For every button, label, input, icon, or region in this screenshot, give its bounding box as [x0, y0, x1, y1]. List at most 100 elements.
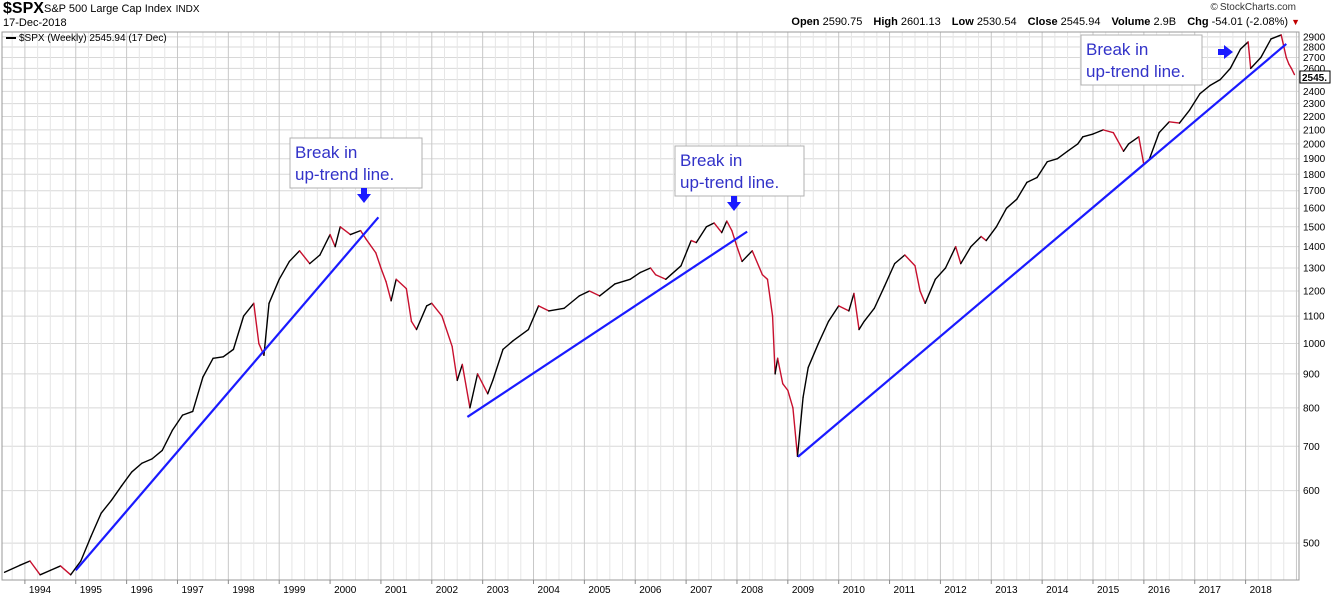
price-segment — [713, 222, 723, 234]
price-segment — [415, 305, 428, 331]
price-segment — [848, 292, 855, 312]
price-segment — [731, 229, 738, 248]
price-segment — [807, 342, 820, 369]
y-tick-label: 2200 — [1303, 112, 1326, 123]
price-segment — [339, 226, 352, 236]
price-segment — [456, 363, 464, 382]
high-value: 2601.13 — [900, 16, 941, 28]
y-tick-label: 2000 — [1303, 139, 1326, 150]
y-tick-label: 1100 — [1303, 312, 1325, 323]
y-tick-label: 1200 — [1303, 287, 1326, 298]
price-segment — [741, 250, 753, 263]
y-tick-label: 1500 — [1303, 222, 1326, 233]
x-tick-label: 2009 — [792, 585, 815, 596]
trend-lines — [74, 43, 1287, 572]
price-segment — [19, 560, 31, 567]
y-tick-label: 800 — [1303, 403, 1320, 414]
x-tick-label: 2003 — [487, 585, 510, 596]
price-segment — [1056, 150, 1069, 160]
price-segment — [212, 356, 224, 360]
price-segment — [726, 220, 733, 232]
price-segment — [1285, 56, 1290, 65]
price-segment — [1288, 63, 1293, 70]
y-tick-label: 1900 — [1303, 154, 1326, 165]
annotation-callout: Break in up-trend line. — [1080, 34, 1233, 86]
price-segment — [349, 229, 362, 236]
price-segment — [364, 237, 377, 254]
price-segment — [695, 226, 708, 244]
annotation-callout: Break in up-trend line. — [674, 145, 805, 211]
price-segment — [614, 278, 631, 285]
price-segment — [980, 235, 987, 242]
y-tick-label: 1300 — [1303, 263, 1326, 274]
price-segment — [548, 307, 565, 312]
price-segment — [329, 233, 336, 248]
price-segment — [944, 245, 957, 269]
price-segment — [563, 295, 580, 310]
price-segment — [1199, 84, 1211, 95]
price-segment — [110, 485, 123, 502]
low-value: 2530.54 — [976, 16, 1017, 28]
price-segment — [705, 222, 715, 228]
x-tick-label: 2006 — [639, 585, 662, 596]
price-segment — [837, 305, 850, 312]
price-segment — [792, 407, 799, 458]
price-segment — [1102, 129, 1115, 134]
price-segment — [774, 357, 779, 375]
close-label: Close — [1027, 16, 1058, 28]
trend-line — [74, 216, 380, 572]
y-tick-label: 2900 — [1303, 32, 1326, 43]
x-tick-label: 2015 — [1097, 585, 1120, 596]
x-tick-label: 1996 — [131, 585, 154, 596]
index-name-text: S&P 500 Large Cap Index — [44, 3, 172, 15]
price-segment — [954, 245, 962, 265]
price-segment — [1219, 67, 1232, 81]
price-segment — [654, 274, 667, 280]
price-segment — [49, 565, 62, 572]
price-segment — [904, 254, 916, 267]
x-tick-label: 2010 — [843, 585, 866, 596]
price-segment — [1026, 176, 1038, 184]
price-segment — [334, 226, 341, 248]
volume-label: Volume — [1111, 16, 1151, 28]
last-value-marker: 2545. — [1299, 70, 1331, 84]
price-segment — [665, 265, 682, 280]
y-tick-label: 2700 — [1303, 53, 1326, 64]
y-tick-label: 2100 — [1303, 125, 1326, 136]
open-label: Open — [791, 16, 820, 28]
price-segment — [1112, 131, 1125, 152]
price-segment — [492, 348, 504, 382]
price-segment — [690, 239, 697, 244]
annotation-callout: Break in up-trend line. — [289, 137, 423, 203]
price-segment — [1178, 109, 1191, 124]
price-segment — [29, 560, 41, 576]
price-segment — [970, 235, 982, 248]
price-segment — [639, 267, 652, 274]
x-tick-label: 1998 — [232, 585, 255, 596]
price-segment — [263, 302, 270, 357]
price-segment — [380, 267, 387, 283]
price-segment — [858, 320, 865, 331]
price-segment — [1148, 131, 1160, 161]
price-segment — [395, 278, 408, 290]
price-segment — [298, 250, 311, 265]
price-segment — [919, 290, 926, 305]
price-segment — [375, 252, 382, 269]
price-segment — [1249, 56, 1262, 70]
price-segment — [883, 262, 896, 287]
price-segment — [1138, 136, 1145, 166]
price-segment — [1158, 121, 1171, 134]
price-segment — [827, 305, 840, 323]
price-segment — [873, 285, 886, 310]
price-segment — [817, 320, 830, 345]
price-segment — [100, 499, 113, 514]
copyright-symbol: © — [1210, 2, 1218, 13]
price-segment — [1290, 67, 1296, 76]
x-tick-label: 1997 — [181, 585, 204, 596]
price-segment — [649, 267, 657, 276]
high-label: High — [873, 16, 898, 28]
price-segment — [537, 305, 550, 312]
last-value-box — [1299, 70, 1331, 84]
plot-frame — [1, 31, 1300, 581]
price-segment — [181, 410, 194, 416]
